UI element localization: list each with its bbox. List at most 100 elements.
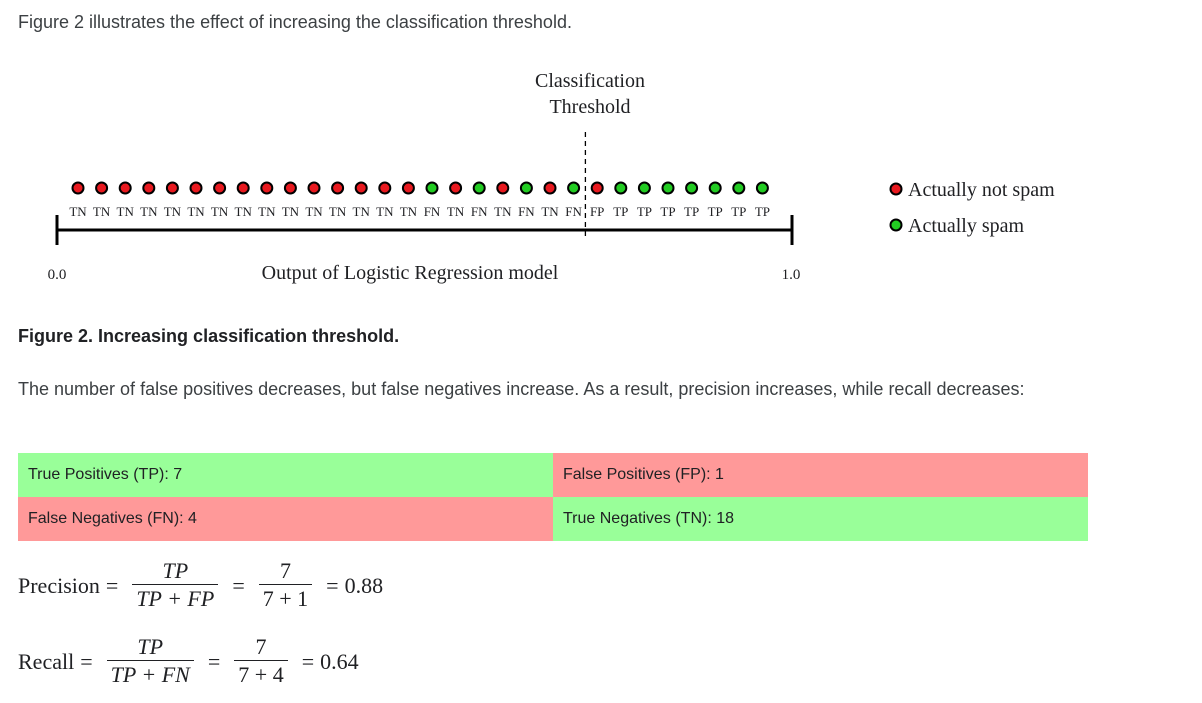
not-spam-point bbox=[118, 181, 132, 195]
recall-value-denominator: 7 + 4 bbox=[234, 660, 288, 689]
point-outcome-label: TN bbox=[164, 204, 182, 219]
point-outcome-label: TN bbox=[117, 204, 135, 219]
true-negatives-cell: True Negatives (TN): 18 bbox=[553, 497, 1088, 541]
recall-symbolic-denominator: TP + FN bbox=[106, 660, 194, 689]
point-outcome-label: TN bbox=[353, 204, 371, 219]
intro-text: Figure 2 illustrates the effect of incre… bbox=[18, 12, 572, 32]
precision-value-numerator: 7 bbox=[279, 558, 291, 583]
legend-label: Actually not spam bbox=[908, 179, 1055, 201]
spam-point bbox=[708, 181, 722, 195]
not-spam-point bbox=[331, 181, 345, 195]
threshold-figure: Classification Threshold 0.0 1.0 Output … bbox=[48, 70, 1055, 284]
recall-value-fraction: 7 7 + 4 bbox=[234, 634, 288, 689]
point-outcome-label: TN bbox=[235, 204, 253, 219]
not-spam-point bbox=[307, 181, 321, 195]
axis-title: Output of Logistic Regression model bbox=[262, 262, 559, 284]
precision-label: Precision bbox=[18, 572, 100, 598]
equals-sign: = bbox=[232, 572, 245, 598]
point-outcome-label: TN bbox=[93, 204, 111, 219]
precision-symbolic-fraction: TP TP + FP bbox=[132, 558, 219, 613]
true-positives-cell: True Positives (TP): 7 bbox=[18, 453, 553, 497]
not-spam-point bbox=[260, 181, 274, 195]
not-spam-point bbox=[236, 181, 250, 195]
point-outcome-label: TN bbox=[140, 204, 158, 219]
point-outcome-label: TP bbox=[708, 204, 723, 219]
equals-sign: = bbox=[326, 572, 339, 598]
not-spam-point bbox=[142, 181, 156, 195]
threshold-label-line1: Classification bbox=[535, 70, 645, 92]
not-spam-point bbox=[189, 181, 203, 195]
recall-symbolic-fraction: TP TP + FN bbox=[106, 634, 194, 689]
recall-equation: Recall = TP TP + FN = 7 7 + 4 = 0.64 bbox=[18, 634, 359, 689]
point-outcome-label: TP bbox=[613, 204, 628, 219]
point-outcome-label: FP bbox=[590, 204, 604, 219]
not-spam-point bbox=[378, 181, 392, 195]
spam-point bbox=[567, 181, 581, 195]
not-spam-point bbox=[213, 181, 227, 195]
point-outcome-label: TN bbox=[376, 204, 394, 219]
point-outcome-label: TN bbox=[187, 204, 205, 219]
false-negatives-cell: False Negatives (FN): 4 bbox=[18, 497, 553, 541]
recall-symbolic-numerator: TP bbox=[137, 634, 164, 659]
not-spam-point bbox=[165, 181, 179, 195]
point-outcome-label: TN bbox=[282, 204, 300, 219]
legend-marker bbox=[889, 218, 903, 232]
not-spam-point bbox=[71, 181, 85, 195]
not-spam-point bbox=[543, 181, 557, 195]
point-outcome-label: TN bbox=[329, 204, 347, 219]
not-spam-point bbox=[95, 181, 109, 195]
point-outcome-label: TN bbox=[447, 204, 465, 219]
precision-symbolic-denominator: TP + FP bbox=[132, 584, 219, 613]
not-spam-point bbox=[449, 181, 463, 195]
spam-point bbox=[425, 181, 439, 195]
spam-point bbox=[661, 181, 675, 195]
figure-caption: Figure 2. Increasing classification thre… bbox=[18, 326, 400, 346]
not-spam-point bbox=[590, 181, 604, 195]
legend: Actually not spam Actually spam bbox=[889, 179, 1055, 237]
recall-label: Recall bbox=[18, 648, 75, 674]
point-outcome-label: TN bbox=[541, 204, 559, 219]
spam-point bbox=[637, 181, 651, 195]
equals-sign: = bbox=[207, 648, 221, 674]
precision-symbolic-numerator: TP bbox=[162, 558, 189, 583]
point-outcome-label: TN bbox=[305, 204, 323, 219]
spam-point bbox=[732, 181, 746, 195]
point-outcome-label: TP bbox=[731, 204, 746, 219]
precision-value-denominator: 7 + 1 bbox=[258, 584, 313, 613]
spam-point bbox=[614, 181, 628, 195]
point-outcome-label: FN bbox=[424, 204, 441, 219]
not-spam-point bbox=[401, 181, 415, 195]
point-outcome-label: TN bbox=[400, 204, 418, 219]
spam-point bbox=[472, 181, 486, 195]
spam-point bbox=[685, 181, 699, 195]
point-outcome-label: FN bbox=[518, 204, 535, 219]
false-positives-cell: False Positives (FP): 1 bbox=[553, 453, 1088, 497]
spam-point bbox=[755, 181, 769, 195]
legend-label: Actually spam bbox=[908, 215, 1025, 237]
equals-sign: = bbox=[80, 648, 93, 674]
axis-min-label: 0.0 bbox=[48, 267, 67, 283]
recall-result: 0.64 bbox=[320, 648, 359, 674]
explanation-paragraph: The number of false positives decreases,… bbox=[18, 379, 1025, 399]
points-layer: TN TN TN TN TN TN TN TN TN TN TN TN TN TN TN FN TN FN TN FN… bbox=[69, 132, 770, 240]
point-outcome-label: FN bbox=[471, 204, 488, 219]
point-outcome-label: TP bbox=[684, 204, 699, 219]
confusion-matrix: True Positives (TP): 7 False Positives (… bbox=[18, 453, 1088, 541]
point-outcome-label: TP bbox=[660, 204, 675, 219]
point-outcome-label: FN bbox=[565, 204, 582, 219]
precision-result: 0.88 bbox=[344, 572, 384, 598]
equals-sign: = bbox=[105, 572, 119, 598]
precision-value-fraction: 7 7 + 1 bbox=[258, 558, 313, 613]
axis-max-label: 1.0 bbox=[782, 267, 801, 283]
equals-sign: = bbox=[301, 648, 315, 674]
spam-point bbox=[519, 181, 533, 195]
recall-value-numerator: 7 bbox=[255, 634, 267, 659]
not-spam-point bbox=[496, 181, 510, 195]
legend-marker bbox=[889, 182, 903, 196]
point-outcome-label: TN bbox=[494, 204, 512, 219]
point-outcome-label: TP bbox=[755, 204, 770, 219]
point-outcome-label: TN bbox=[69, 204, 87, 219]
point-outcome-label: TN bbox=[258, 204, 276, 219]
point-outcome-label: TP bbox=[637, 204, 652, 219]
not-spam-point bbox=[283, 181, 297, 195]
